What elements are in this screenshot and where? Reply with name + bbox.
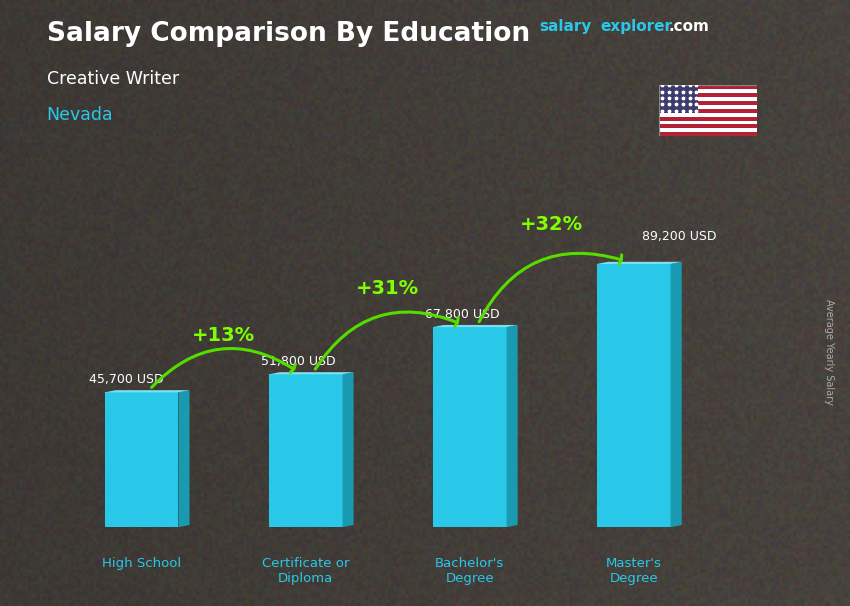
Bar: [659, 101, 756, 105]
Text: 89,200 USD: 89,200 USD: [642, 230, 717, 244]
Text: Master's
Degree: Master's Degree: [606, 557, 661, 585]
Bar: [659, 105, 756, 108]
Bar: [659, 116, 756, 121]
Bar: [659, 121, 756, 124]
Bar: [659, 128, 756, 132]
Text: explorer: explorer: [600, 19, 672, 35]
Polygon shape: [597, 262, 682, 264]
Text: Certificate or
Diploma: Certificate or Diploma: [262, 557, 349, 585]
Polygon shape: [105, 392, 178, 527]
Bar: [659, 85, 756, 89]
Bar: [659, 108, 756, 113]
Bar: [659, 97, 756, 101]
Text: Bachelor's
Degree: Bachelor's Degree: [435, 557, 504, 585]
Text: .com: .com: [668, 19, 709, 35]
Bar: [659, 113, 756, 116]
Polygon shape: [105, 390, 190, 392]
Text: +31%: +31%: [356, 279, 419, 298]
Text: +32%: +32%: [520, 216, 583, 235]
Polygon shape: [433, 325, 518, 327]
Text: 67,800 USD: 67,800 USD: [425, 308, 500, 321]
Bar: [659, 93, 756, 97]
Bar: [659, 132, 756, 136]
Text: 45,700 USD: 45,700 USD: [89, 373, 164, 387]
Text: Creative Writer: Creative Writer: [47, 70, 178, 88]
Text: Salary Comparison By Education: Salary Comparison By Education: [47, 21, 530, 47]
Polygon shape: [269, 375, 343, 527]
Bar: [659, 89, 756, 93]
Polygon shape: [433, 327, 507, 527]
Polygon shape: [178, 390, 190, 527]
Text: High School: High School: [102, 557, 181, 570]
Polygon shape: [343, 372, 354, 527]
Polygon shape: [507, 325, 518, 527]
Bar: [659, 85, 698, 113]
Polygon shape: [597, 264, 671, 527]
Polygon shape: [671, 262, 682, 527]
Text: +13%: +13%: [192, 326, 255, 345]
Text: Nevada: Nevada: [47, 106, 113, 124]
Text: 51,800 USD: 51,800 USD: [261, 356, 336, 368]
Text: salary: salary: [540, 19, 592, 35]
Bar: [659, 124, 756, 128]
Text: Average Yearly Salary: Average Yearly Salary: [824, 299, 834, 404]
Polygon shape: [269, 372, 354, 375]
